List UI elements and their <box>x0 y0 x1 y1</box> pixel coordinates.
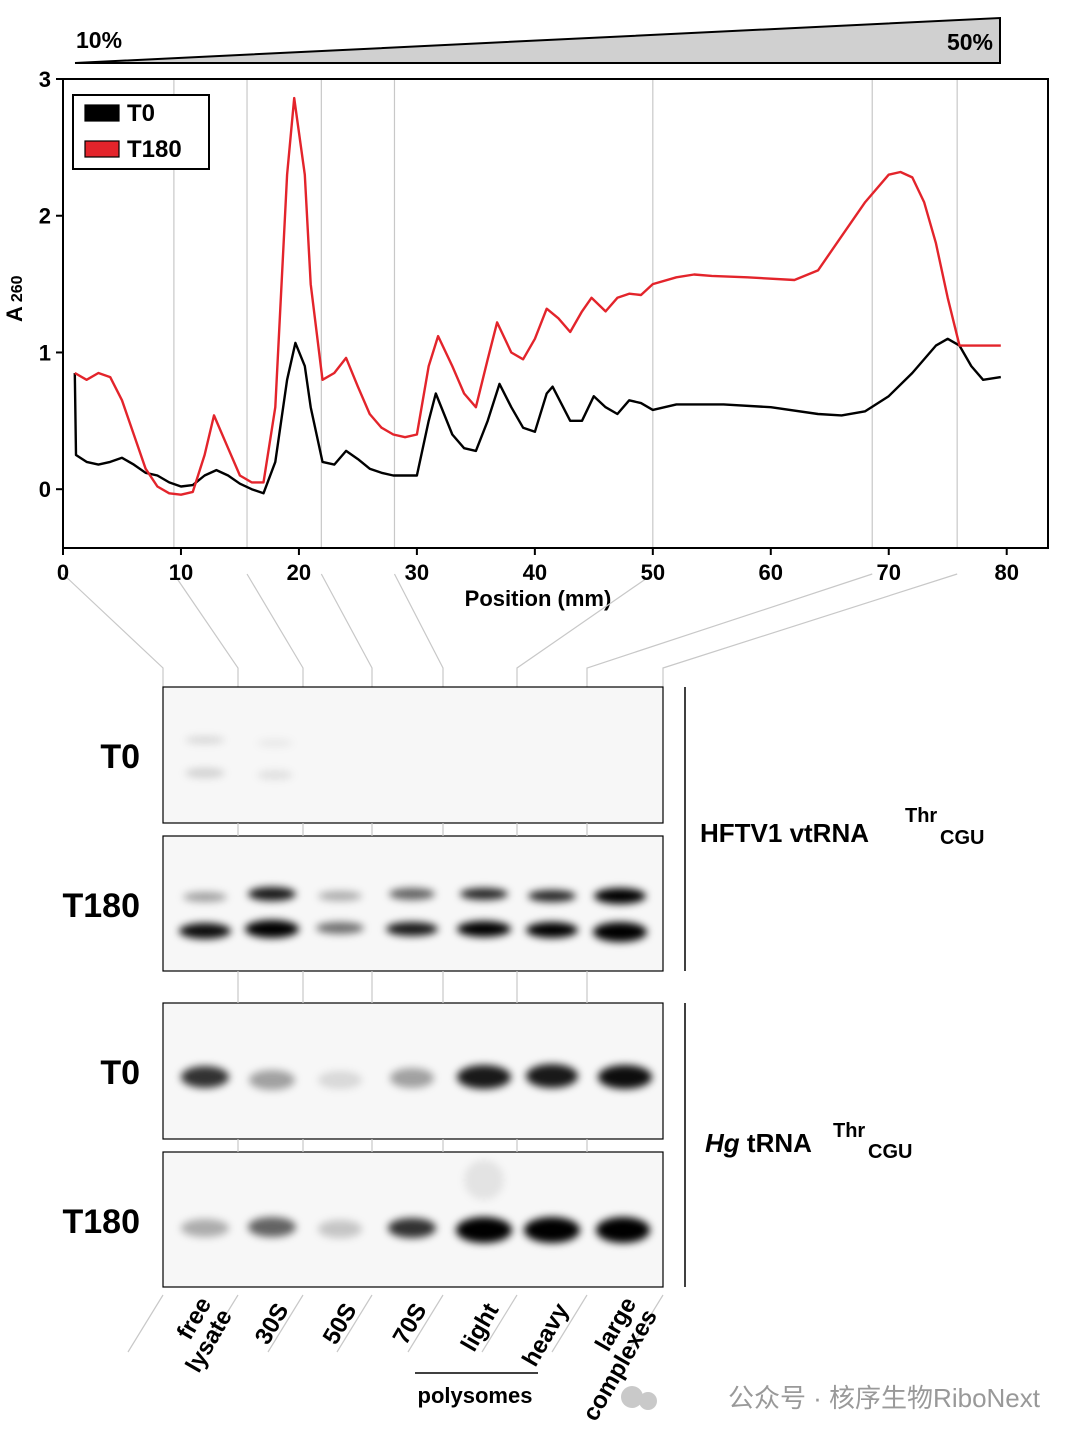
lane-labels: freelysate 30S 50S 70S light heavy largecomple… <box>160 1293 663 1426</box>
y-tick-label: 3 <box>39 67 51 92</box>
bands <box>179 736 652 1243</box>
group-label-sub: CGU <box>940 827 984 849</box>
x-tick-label: 80 <box>994 560 1018 585</box>
x-tick-label: 30 <box>405 560 429 585</box>
x-tick-label: 60 <box>759 560 783 585</box>
lane-label: 50S <box>318 1299 363 1349</box>
x-axis-label: Position (mm) <box>465 586 612 611</box>
y-axis-label-main: A <box>2 306 27 322</box>
fraction-connector <box>516 573 654 687</box>
lane-label: 30S <box>250 1299 295 1349</box>
lane-label: heavy <box>517 1298 575 1371</box>
y-axis-label: A 260 <box>2 275 27 322</box>
y-tick-label: 0 <box>39 477 51 502</box>
lane-label-line: heavy <box>517 1298 575 1371</box>
fraction-connector <box>62 573 164 687</box>
fraction-connector <box>393 573 444 687</box>
x-tick-label: 50 <box>641 560 665 585</box>
legend-label: T180 <box>127 136 182 163</box>
row-label: T0 <box>100 738 140 776</box>
row-label: T180 <box>63 1203 141 1241</box>
group-label-sup: Thr <box>833 1120 865 1142</box>
legend-swatch <box>84 104 120 122</box>
fraction-connector <box>246 573 304 687</box>
fraction-connector <box>320 573 373 687</box>
lane-label: freelysate <box>160 1293 238 1377</box>
group-label-main: tRNA <box>747 1128 812 1158</box>
x-tick-label: 10 <box>169 560 193 585</box>
gradient-end: 50% <box>947 29 993 55</box>
gradient-start: 10% <box>76 27 122 53</box>
lane-dividers <box>127 823 664 1353</box>
watermark: 公众号 · 核序生物RiboNext <box>728 1383 1041 1413</box>
series-line <box>74 96 1001 496</box>
watermark-icon <box>621 1386 657 1410</box>
x-tick-label: 70 <box>877 560 901 585</box>
y-tick-label: 2 <box>39 204 51 229</box>
row-label: T180 <box>63 887 141 925</box>
legend-label: T0 <box>127 100 155 127</box>
lane-label-line: 50S <box>318 1299 363 1349</box>
group-label: Hg tRNA <box>705 1128 812 1158</box>
y-axis-label-sub: 260 <box>9 275 26 302</box>
polysomes-label: polysomes <box>418 1383 533 1408</box>
chart-layer: 0 10 20 30 40 50 60 70 80 0 1 2 3 T0 T180 <box>39 67 1049 687</box>
x-tick-label: 20 <box>287 560 311 585</box>
group-label-sup: Thr <box>905 805 937 827</box>
blot-panel <box>162 686 664 824</box>
lane-label-line: 30S <box>250 1299 295 1349</box>
group-label: HFTV1 vtRNA <box>700 818 869 848</box>
row-label: T0 <box>100 1054 140 1092</box>
group-label-sub: CGU <box>868 1141 912 1163</box>
y-tick-label: 1 <box>39 340 51 365</box>
gradient-wedge <box>74 16 1001 64</box>
gel-panels <box>127 686 686 1353</box>
fraction-connector <box>586 573 873 687</box>
legend-swatch <box>84 140 120 158</box>
blot-panel <box>162 835 664 972</box>
fraction-connector <box>173 573 239 687</box>
x-tick-label: 40 <box>523 560 547 585</box>
fraction-connector <box>662 573 958 687</box>
plot-frame <box>62 78 1049 549</box>
x-tick-label: 0 <box>57 560 69 585</box>
group-label-italic: Hg <box>705 1128 740 1158</box>
series-line <box>73 337 1001 495</box>
